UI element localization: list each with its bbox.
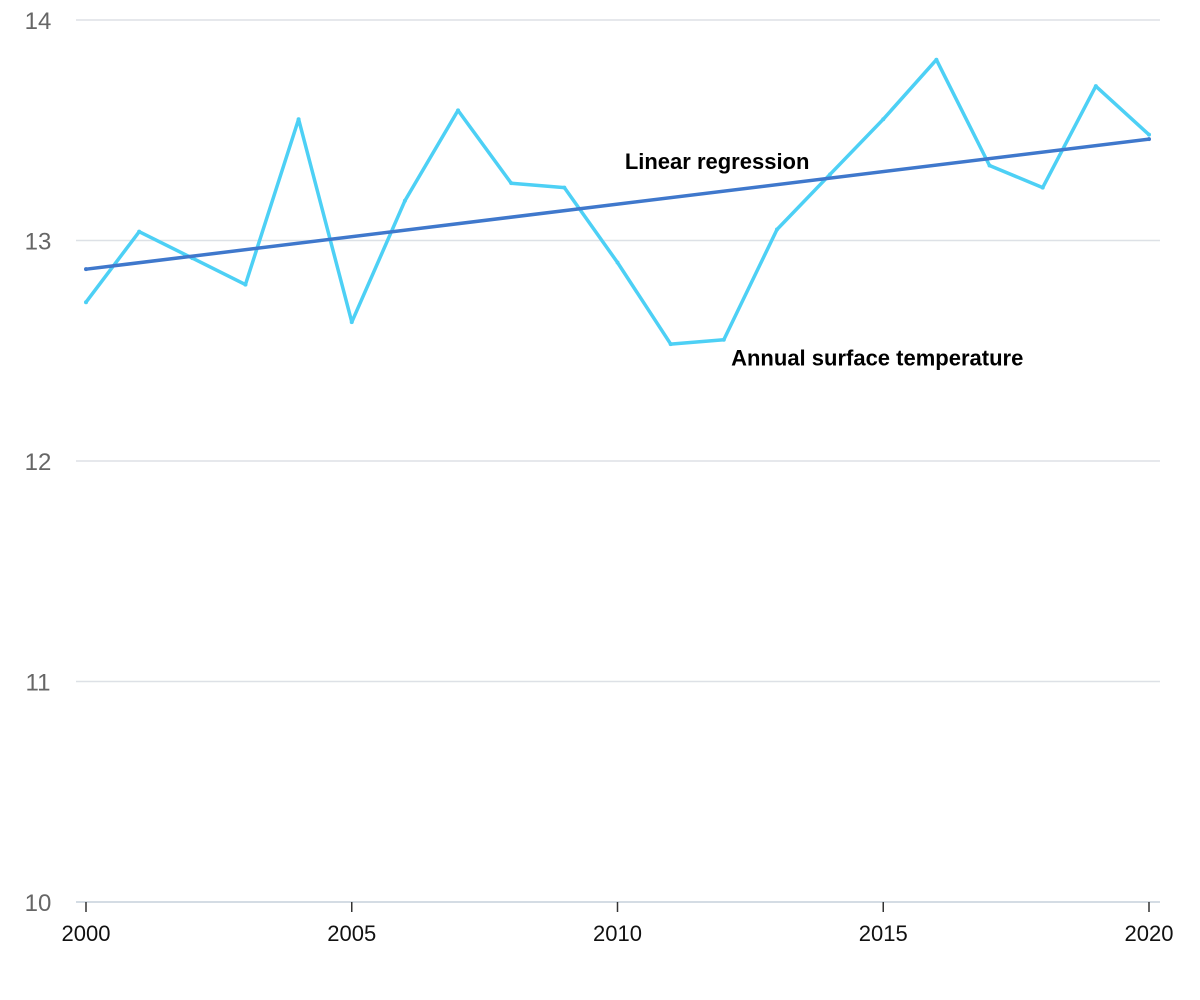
series-0-point-2009 [562,185,567,190]
series-0-point-2005 [349,320,354,325]
x-tick-label-2020: 2020 [1125,921,1174,946]
y-tick-label-14: 14 [25,8,52,35]
series-0-point-2003 [243,282,248,287]
grid-lines [76,19,1160,683]
series-0-point-2011 [668,342,673,347]
series-0-point-2010 [615,260,620,265]
series-0-point-2014 [828,172,833,177]
series-line-0 [84,57,1151,346]
series-1-point-2020 [1147,137,1151,142]
series-0-point-2019 [1093,84,1098,89]
series-0-point-2020 [1147,132,1151,137]
series-1 [84,137,1151,272]
x-tick-label-2000: 2000 [62,921,111,946]
series-0-point-2017 [987,163,992,168]
series-0 [84,57,1151,347]
y-axis-ticks: 10 11 12 13 14 [25,8,52,917]
x-tick-label-2005: 2005 [327,921,376,946]
series-0-point-2015 [881,117,886,122]
x-tick-label-2015: 2015 [859,921,908,946]
series-lines [84,57,1151,347]
series-line-1 [84,137,1151,271]
series-annotation-0: Linear regression [625,149,810,174]
x-axis: 2000 2005 2010 2015 2020 [62,901,1174,946]
y-tick-label-11: 11 [26,670,51,697]
series-0-point-2012 [721,337,726,342]
x-tick-label-2010: 2010 [593,921,642,946]
series-1-point-2000 [84,267,88,272]
series-annotations: Linear regression Annual surface temperat… [625,149,1024,370]
y-tick-label-12: 12 [25,449,52,476]
series-0-point-2016 [934,57,939,62]
series-annotation-1: Annual surface temperature [731,345,1023,370]
series-0-point-2004 [296,117,301,122]
series-0-point-2000 [84,300,88,305]
series-0-point-2001 [137,229,142,234]
series-0-point-2018 [1040,185,1045,190]
y-tick-label-13: 13 [25,229,52,256]
series-0-point-2006 [402,198,407,203]
series-0-point-2007 [456,108,461,113]
y-tick-label-10: 10 [25,890,52,917]
series-0-point-2008 [509,181,514,186]
series-0-point-2013 [774,227,779,232]
